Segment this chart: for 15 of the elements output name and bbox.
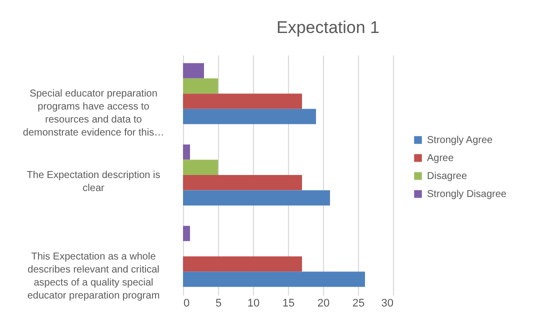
y-tick-label: Special educator preparation programs have access to resources and data to demonstrate evidence for this… (22, 88, 164, 139)
x-tick-label: 0 (184, 298, 190, 310)
y-tick-label: The Expectation description is clear (26, 170, 160, 194)
x-tick-label: 25 (352, 298, 365, 310)
y-tick-label: This Expectation as a whole describes relevant and critical aspects of a quality special educator preparation program (27, 251, 160, 302)
legend-label: Disagree (427, 171, 468, 182)
legend-label: Strongly Agree (427, 135, 494, 146)
chart-title: Expectation 1 (276, 18, 380, 37)
legend-label: Strongly Disagree (427, 189, 507, 200)
x-tick-label: 20 (317, 298, 330, 310)
x-tick-label: 10 (247, 298, 260, 310)
x-tick-label: 5 (215, 298, 222, 310)
x-tick-label: 30 (381, 298, 394, 310)
x-tick-label: 15 (282, 298, 295, 310)
legend-label: Agree (427, 153, 454, 164)
